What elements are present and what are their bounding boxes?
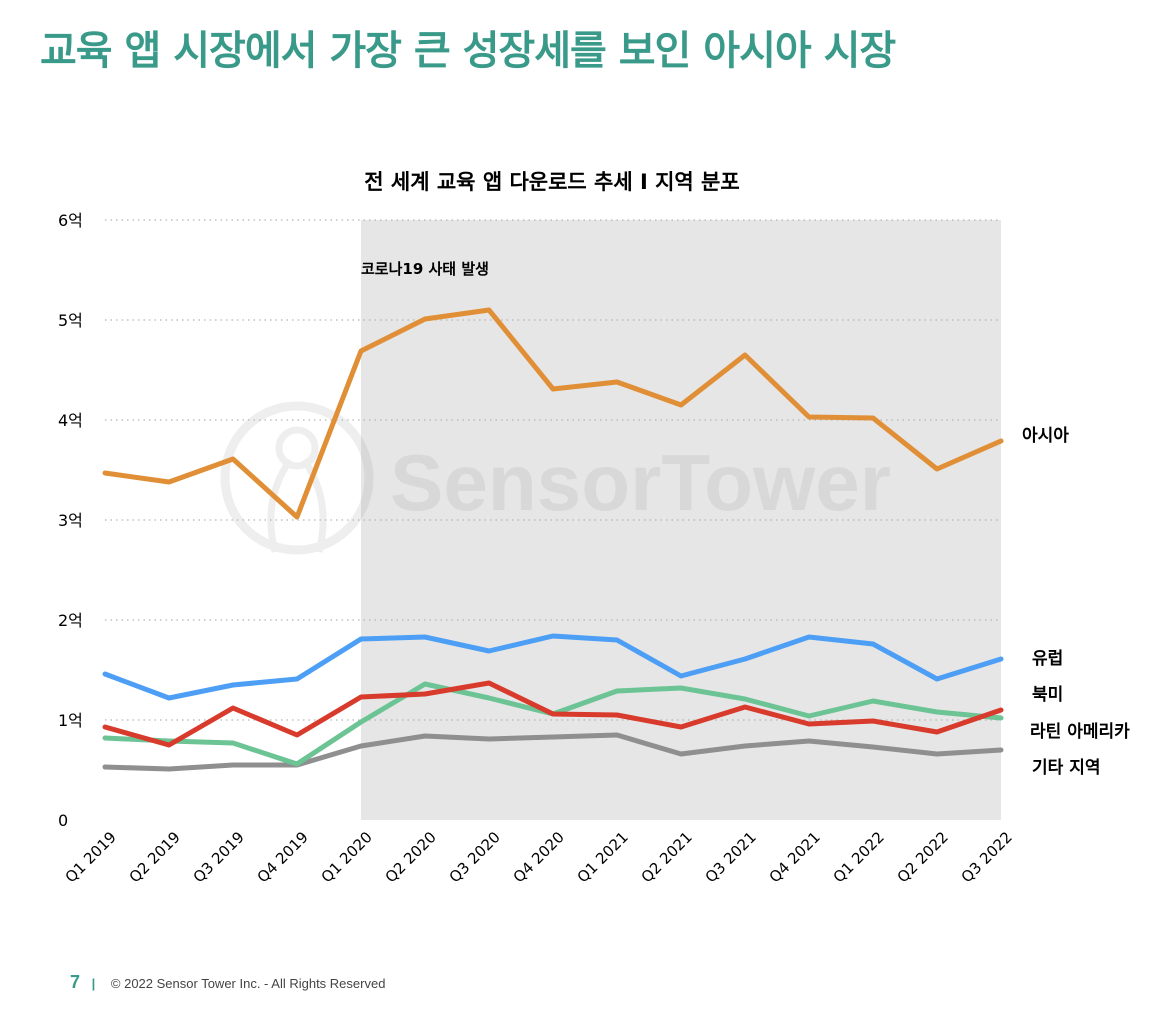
x-tick-label: Q1 2020 [318,828,376,886]
y-tick-label: 5억 [58,311,83,330]
x-tick-label: Q2 2019 [126,828,184,886]
y-tick-label: 0 [58,811,68,830]
y-tick-label: 3억 [58,511,83,530]
x-axis: Q1 2019 Q2 2019 Q3 2019 Q4 2019 Q1 2020 Q2 20… [62,828,1016,886]
series-line-3 [102,680,1004,748]
copyright: © 2022 Sensor Tower Inc. - All Rights Re… [110,976,386,991]
chart-title: 전 세계 교육 앱 다운로드 추세 I 지역 분포 [364,170,739,194]
x-tick-label: Q3 2022 [958,828,1016,886]
x-tick-label: Q1 2019 [62,828,120,886]
y-axis: 0 1억 2억 3억 4억 5억 6억 [58,211,83,830]
x-tick-label: Q2 2022 [894,828,952,886]
covid-annotation: 코로나19 사태 발생 [361,260,489,278]
x-tick-label: Q2 2020 [382,828,440,886]
page-number: 7 [70,972,81,992]
x-tick-label: Q3 2021 [702,828,760,886]
series-lines [102,307,1004,772]
x-tick-label: Q3 2019 [190,828,248,886]
x-tick-label: Q3 2020 [446,828,504,886]
y-tick-label: 4억 [58,411,83,430]
watermark-text: SensorTower [390,438,891,527]
x-tick-label: Q4 2019 [254,828,312,886]
shaded-period [361,220,1001,820]
footer: 7 | © 2022 Sensor Tower Inc. - All Right… [70,972,385,993]
x-tick-label: Q4 2021 [766,828,824,886]
x-tick-label: Q1 2021 [574,828,632,886]
legend-label: 아시아 [1022,426,1069,446]
watermark-logo-icon [220,401,374,555]
x-tick-label: Q1 2022 [830,828,888,886]
watermark-logo-stem-icon [267,457,327,553]
series-line-4 [102,732,1004,772]
legend-label: 기타 지역 [1032,758,1100,778]
series-line-1 [102,633,1004,701]
y-tick-label: 2억 [58,611,83,630]
x-tick-label: Q4 2020 [510,828,568,886]
series-line-0 [102,307,1004,520]
footer-separator: | [91,976,96,991]
page-title: 교육 앱 시장에서 가장 큰 성장세를 보인 아시아 시장 [40,28,896,74]
legend-label: 라틴 아메리카 [1030,722,1130,742]
y-tick-label: 6억 [58,211,83,230]
chart: SensorTower 전 세계 교육 앱 다운로드 추세 I 지역 분포 0 1… [58,170,1130,886]
watermark: SensorTower [220,401,891,555]
x-tick-label: Q2 2021 [638,828,696,886]
grid-lines [105,219,1001,721]
legend-label: 유럽 [1032,649,1063,669]
covid-shade-area [361,220,1001,820]
watermark-logo-dot-icon [275,426,319,470]
y-tick-label: 1억 [58,711,83,730]
legend-label: 북미 [1032,685,1063,705]
